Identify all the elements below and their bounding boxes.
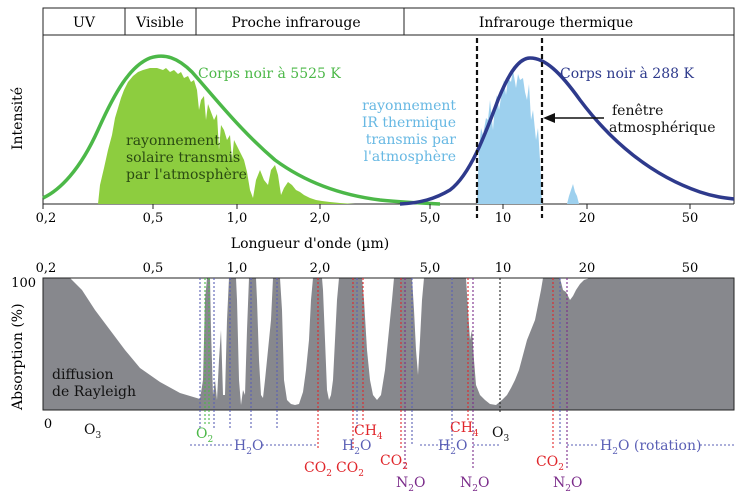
- bottom-tick-label: 10: [495, 261, 512, 276]
- sun-curve-label: Corps noir à 5525 K: [198, 65, 341, 82]
- sun-blackbody-curve: [42, 54, 441, 206]
- window-arrow-head: [543, 113, 555, 123]
- bottom-tick-label: 5,0: [420, 261, 441, 276]
- solar-label-line: rayonnement: [126, 133, 220, 149]
- solar-transmitted-label: rayonnement solaire transmis par l'atmos…: [126, 133, 247, 183]
- band-near-ir: Proche infrarouge: [231, 15, 360, 31]
- solar-label-line: par l'atmosphère: [126, 167, 247, 183]
- band-uv: UV: [73, 15, 96, 31]
- top-x-label: Longueur d'onde (µm): [231, 236, 389, 252]
- window-label-line: fenêtre: [612, 103, 663, 119]
- band-thermal-ir: Infrarouge thermique: [479, 15, 633, 31]
- ir-transmitted-label: rayonnement IR thermique transmis par l'…: [362, 98, 457, 165]
- ir-label-line: rayonnement: [362, 98, 456, 114]
- window-7: [412, 278, 424, 375]
- bottom-panel: 0,2 0,5 1,0 2,0 5,0 10 20 50: [10, 261, 735, 494]
- top-x-ticks: [42, 204, 691, 209]
- rayleigh-label-line: diffusion: [52, 367, 114, 383]
- top-y-label: Intensité: [10, 87, 26, 150]
- molecule-labels: O3 O2 H2O CH4 H2O CO2 CO2 CO2 N2O H2O CH…: [84, 420, 701, 494]
- bottom-tick-label: 50: [682, 261, 699, 276]
- earth-blackbody-curve: [399, 56, 735, 206]
- n2o-label-3: N2O: [553, 475, 582, 493]
- bottom-frame: [42, 277, 735, 411]
- bottom-tick-label: 0,2: [36, 261, 57, 276]
- window-1: [210, 278, 229, 400]
- rayleigh-label-line: de Rayleigh: [52, 384, 136, 400]
- y-max-label: 100: [11, 276, 36, 291]
- y-min-label: 0: [44, 417, 52, 432]
- solar-transmitted-area: [98, 68, 355, 204]
- co2-label-4: CO2: [536, 454, 564, 473]
- rayleigh-label: diffusion de Rayleigh: [52, 367, 136, 400]
- bottom-tick-label: 2,0: [310, 261, 331, 276]
- o3-label-left: O3: [84, 422, 101, 441]
- window-2: [236, 278, 249, 405]
- top-tick-label: 10: [495, 211, 512, 226]
- bottom-y-label: Absorption (%): [10, 303, 26, 411]
- window-5: [322, 278, 339, 400]
- band-header: [42, 7, 735, 36]
- solar-label-line: solaire transmis: [126, 150, 240, 166]
- ir-label-line: l'atmosphère: [364, 149, 456, 165]
- top-tick-label: 1,0: [227, 211, 248, 226]
- h2o-label-3: H2O: [438, 438, 467, 457]
- top-tick-label: 50: [682, 211, 699, 226]
- window-8: [466, 278, 543, 405]
- h2o-label-1: H2O: [234, 438, 263, 457]
- rayleigh-window: [70, 278, 200, 399]
- window-6: [362, 278, 394, 400]
- o2-label: O2: [196, 426, 213, 445]
- bottom-tick-label: 1,0: [227, 261, 248, 276]
- h2o-rotation-label: H2O (rotation): [600, 438, 701, 457]
- window-label: fenêtre atmosphérique: [609, 103, 716, 136]
- top-tick-label: 20: [579, 211, 596, 226]
- co2-label-1: CO2: [304, 460, 332, 479]
- h2o-label-2: H2O: [342, 438, 371, 457]
- ir-label-line: transmis par: [366, 132, 457, 148]
- bottom-x-tick-labels: 0,2 0,5 1,0 2,0 5,0 10 20 50: [36, 261, 699, 276]
- bottom-tick-label: 20: [579, 261, 596, 276]
- bottom-tick-label: 0,5: [143, 261, 164, 276]
- top-tick-label: 0,2: [36, 211, 57, 226]
- ir-transmitted-small: [567, 184, 579, 204]
- molecule-guides: [190, 278, 734, 470]
- n2o-label-1: N2O: [396, 475, 425, 493]
- n2o-label-2: N2O: [460, 475, 489, 493]
- top-panel: UV Visible Proche infrarouge Infrarouge …: [10, 7, 735, 252]
- window-4: [280, 278, 313, 405]
- top-x-tick-labels: 0,2 0,5 1,0 2,0 5,0 10 20 50: [36, 211, 699, 226]
- earth-curve-label: Corps noir à 288 K: [560, 65, 694, 82]
- band-visible: Visible: [135, 15, 184, 31]
- top-tick-label: 5,0: [420, 211, 441, 226]
- window-label-line: atmosphérique: [609, 120, 716, 136]
- ir-label-line: IR thermique: [362, 115, 456, 131]
- co2-label-3: CO2: [380, 453, 408, 472]
- visible-window: [200, 278, 207, 399]
- window-3: [256, 278, 273, 398]
- ir-transmitted-area: [477, 70, 542, 204]
- co2-label-2: CO2: [336, 460, 364, 479]
- top-tick-label: 0,5: [143, 211, 164, 226]
- ch4-label-1: CH4: [354, 423, 383, 442]
- o3-label-right: O3: [492, 425, 509, 444]
- top-tick-label: 2,0: [310, 211, 331, 226]
- ch4-label-2: CH4: [450, 420, 479, 439]
